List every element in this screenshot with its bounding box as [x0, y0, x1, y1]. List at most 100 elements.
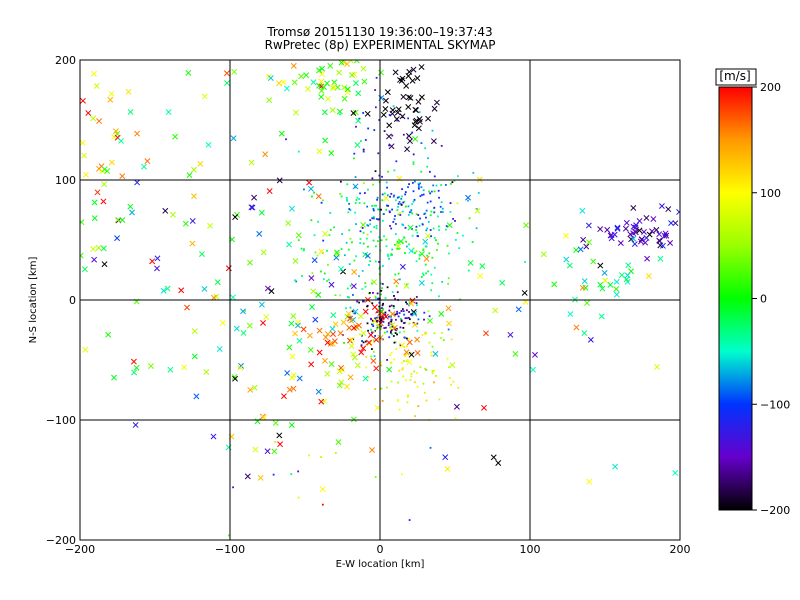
- scatter-x-mark: [659, 242, 666, 249]
- scatter-dot-mark: [371, 323, 373, 326]
- colorbar-tick-label: −100: [760, 398, 790, 411]
- scatter-dot-mark: [353, 259, 356, 262]
- scatter-dot-mark: [372, 209, 375, 212]
- scatter-x-mark: [432, 350, 439, 357]
- scatter-dot-mark: [340, 248, 343, 250]
- scatter-dot-mark: [396, 310, 399, 313]
- scatter-x-mark: [233, 325, 240, 332]
- scatter-dot-mark: [414, 415, 417, 417]
- scatter-dot-mark: [373, 355, 376, 358]
- scatter-x-mark: [355, 117, 362, 124]
- scatter-dot-mark: [385, 208, 388, 211]
- scatter-x-mark: [118, 137, 125, 144]
- scatter-x-mark: [378, 307, 385, 314]
- scatter-x-mark: [214, 279, 221, 286]
- scatter-dot-mark: [373, 204, 376, 207]
- scatter-dot-mark: [383, 235, 385, 238]
- scatter-x-mark: [207, 222, 214, 229]
- scatter-x-mark: [336, 382, 343, 389]
- scatter-x-mark: [395, 243, 402, 250]
- scatter-x-mark: [507, 331, 514, 338]
- scatter-x-mark: [405, 94, 412, 101]
- scatter-x-mark: [240, 329, 247, 336]
- scatter-dot-mark: [401, 361, 403, 364]
- scatter-dot-mark: [320, 201, 323, 204]
- scatter-x-mark: [625, 262, 632, 269]
- scatter-dot-mark: [390, 304, 393, 307]
- scatter-x-mark: [337, 330, 344, 337]
- scatter-dot-mark: [451, 181, 454, 184]
- scatter-dot-mark: [412, 161, 415, 164]
- scatter-dot-mark: [380, 282, 382, 285]
- scatter-dot-mark: [395, 160, 398, 163]
- scatter-x-mark: [324, 339, 331, 346]
- scatter-dot-mark: [366, 322, 369, 325]
- scatter-dot-mark: [419, 366, 422, 368]
- scatter-x-mark: [203, 368, 210, 375]
- scatter-x-mark: [231, 373, 238, 380]
- scatter-dot-mark: [413, 370, 416, 373]
- scatter-dot-mark: [411, 203, 414, 205]
- scatter-x-mark: [646, 231, 653, 238]
- scatter-dot-mark: [398, 369, 401, 372]
- scatter-x-mark: [191, 353, 198, 360]
- scatter-x-mark: [597, 262, 604, 269]
- scatter-x-mark: [407, 94, 414, 101]
- scatter-dot-mark: [405, 353, 408, 356]
- scatter-x-mark: [268, 288, 275, 295]
- scatter-x-mark: [654, 364, 660, 370]
- scatter-x-mark: [134, 179, 141, 186]
- scatter-x-mark: [286, 386, 293, 393]
- y-tick-label: −200: [46, 534, 76, 547]
- scatter-x-mark: [336, 69, 343, 76]
- scatter-x-mark: [608, 235, 615, 242]
- scatter-x-mark: [400, 93, 407, 100]
- scatter-dot-mark: [346, 199, 348, 201]
- scatter-x-mark: [201, 285, 208, 292]
- scatter-dot-mark: [346, 183, 349, 186]
- scatter-dot-mark: [381, 175, 383, 178]
- scatter-dot-mark: [407, 135, 410, 137]
- scatter-x-mark: [389, 110, 396, 117]
- scatter-dot-mark: [369, 260, 372, 263]
- scatter-dot-mark: [375, 76, 378, 79]
- scatter-dot-mark: [385, 245, 388, 248]
- scatter-x-mark: [119, 173, 126, 180]
- scatter-x-mark: [316, 349, 323, 356]
- scatter-dot-mark: [354, 202, 357, 204]
- scatter-dot-mark: [394, 243, 396, 246]
- scatter-dot-mark: [327, 278, 330, 281]
- scatter-x-mark: [252, 446, 259, 453]
- scatter-dot-mark: [398, 247, 400, 250]
- scatter-dot-mark: [372, 183, 374, 186]
- scatter-dot-mark: [471, 241, 474, 243]
- scatter-dot-mark: [387, 322, 390, 324]
- scatter-dot-mark: [368, 264, 370, 266]
- scatter-x-mark: [257, 474, 264, 481]
- scatter-x-mark: [427, 317, 433, 324]
- scatter-dot-mark: [415, 260, 418, 263]
- scatter-dot-mark: [438, 229, 440, 231]
- scatter-x-mark: [415, 125, 422, 132]
- colorbar: [718, 86, 753, 511]
- scatter-x-mark: [100, 198, 107, 205]
- scatter-x-mark: [661, 232, 668, 239]
- scatter-dot-mark: [456, 202, 459, 205]
- scatter-dot-mark: [452, 380, 455, 383]
- scatter-dot-mark: [380, 317, 383, 320]
- scatter-dot-mark: [421, 194, 423, 196]
- scatter-x-mark: [306, 179, 313, 186]
- scatter-dot-mark: [385, 181, 388, 184]
- scatter-dot-mark: [398, 278, 401, 281]
- scatter-dot-mark: [308, 454, 310, 457]
- scatter-dot-mark: [388, 211, 391, 214]
- scatter-dot-mark: [362, 231, 365, 234]
- scatter-x-mark: [371, 318, 378, 325]
- scatter-dot-mark: [406, 401, 409, 404]
- scatter-dot-mark: [430, 273, 433, 276]
- scatter-x-mark: [411, 310, 418, 317]
- scatter-x-mark: [260, 249, 267, 256]
- scatter-points: [80, 60, 680, 537]
- scatter-x-mark: [370, 357, 377, 364]
